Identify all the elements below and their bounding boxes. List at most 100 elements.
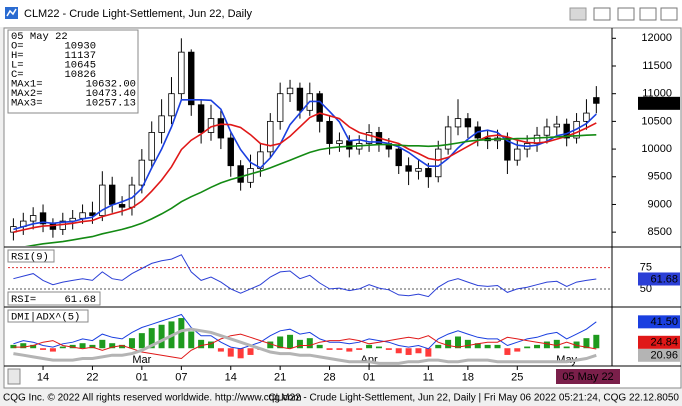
window-title: CLM22 - Crude Light-Settlement, Jun 22, … bbox=[24, 8, 253, 20]
histogram-bar bbox=[415, 348, 422, 354]
series-line bbox=[13, 313, 597, 350]
link-button[interactable] bbox=[569, 7, 587, 21]
histogram-bar bbox=[89, 344, 96, 349]
last-dmi-label-box bbox=[638, 335, 680, 349]
candle-body bbox=[188, 51, 195, 106]
histogram-bar bbox=[573, 341, 580, 349]
x-tick-label: 25 bbox=[511, 371, 523, 383]
y-tick-label: 12000 bbox=[641, 32, 672, 44]
panel-title-box bbox=[7, 309, 89, 323]
histogram-bar bbox=[464, 339, 471, 349]
histogram-bar bbox=[583, 338, 590, 349]
histogram-bar bbox=[267, 341, 274, 349]
histogram-bar bbox=[79, 343, 86, 349]
x-tick-label: 14 bbox=[37, 371, 49, 383]
histogram-bar bbox=[30, 344, 37, 349]
histogram-bar bbox=[316, 344, 323, 349]
last-dmi-label: 24.84 bbox=[650, 337, 678, 349]
y-tick-label: 9500 bbox=[648, 171, 672, 183]
candle-body bbox=[247, 168, 254, 183]
histogram-bar bbox=[425, 348, 432, 357]
histogram-bar bbox=[543, 341, 550, 349]
candle-body bbox=[326, 120, 333, 144]
candle-body bbox=[563, 123, 570, 139]
last-dmi-label: 41.50 bbox=[650, 316, 678, 328]
candle-body bbox=[158, 115, 165, 133]
last-rsi-label: 61.68 bbox=[650, 273, 678, 285]
candle-body bbox=[316, 93, 323, 122]
y-tick-label: 11500 bbox=[642, 60, 672, 72]
readout-label: O= bbox=[11, 40, 24, 52]
candle-body bbox=[168, 93, 175, 117]
legend-value: 10257.13 bbox=[86, 97, 136, 109]
candle-body bbox=[425, 168, 432, 178]
candle-body bbox=[514, 148, 521, 161]
series-line bbox=[24, 134, 597, 246]
scroll-button[interactable] bbox=[7, 368, 21, 385]
last-dmi-label-box bbox=[638, 315, 680, 329]
histogram-bar bbox=[178, 318, 185, 349]
histogram-bar bbox=[208, 341, 214, 349]
candle-body bbox=[79, 212, 86, 219]
x-tick-label: 21 bbox=[274, 371, 286, 383]
candle-body bbox=[29, 215, 37, 222]
histogram-bar bbox=[553, 339, 560, 349]
last-rsi-label-box bbox=[638, 272, 680, 286]
app-icon-glyph bbox=[6, 8, 17, 17]
histogram-bar bbox=[405, 348, 412, 355]
histogram-bar bbox=[336, 348, 343, 350]
panel-title: RSI(9) bbox=[11, 251, 49, 263]
readout-label: H= bbox=[11, 50, 24, 62]
y-tick-label: 9000 bbox=[648, 198, 672, 210]
histogram-bar bbox=[237, 348, 244, 359]
histogram-bar bbox=[395, 348, 402, 354]
series-line bbox=[13, 327, 597, 365]
histogram-bar bbox=[346, 348, 353, 352]
histogram-bar bbox=[148, 328, 155, 349]
month-label: Mar bbox=[132, 354, 151, 366]
footer-right-text: CLM22 - Crude Light-Settlement, Jun 22, … bbox=[268, 393, 679, 404]
legend-label: MAx3= bbox=[11, 97, 43, 109]
candle-body bbox=[227, 137, 234, 167]
histogram-bar bbox=[158, 324, 165, 349]
minimize-button[interactable] bbox=[617, 7, 635, 21]
histogram-bar bbox=[445, 339, 452, 349]
candle-body bbox=[504, 137, 511, 161]
histogram-bar bbox=[474, 343, 481, 349]
histogram-bar bbox=[455, 336, 461, 349]
histogram-bar bbox=[128, 338, 135, 349]
x-tick-label: 07 bbox=[175, 371, 187, 383]
candle-body bbox=[109, 184, 116, 205]
maximize-button[interactable] bbox=[639, 7, 657, 21]
close-button[interactable] bbox=[660, 7, 678, 21]
histogram-bar bbox=[10, 344, 17, 349]
histogram-bar bbox=[593, 334, 600, 349]
readout-value: 10645 bbox=[64, 59, 96, 71]
rsi-readout-label: RSI= bbox=[11, 294, 36, 306]
x-tick-label: 01 bbox=[136, 371, 148, 383]
candle-body bbox=[267, 120, 274, 153]
last-price-label: 10826 bbox=[647, 98, 678, 110]
x-tick-label: 22 bbox=[86, 371, 98, 383]
histogram-bar bbox=[20, 343, 27, 349]
y-tick-label: 8500 bbox=[648, 226, 672, 238]
tool-button[interactable] bbox=[593, 7, 611, 21]
y-tick-label: 11000 bbox=[642, 88, 672, 100]
candle-body bbox=[197, 104, 205, 133]
candle-body bbox=[237, 165, 244, 183]
histogram-bar bbox=[296, 339, 303, 349]
x-tick-label: 11 bbox=[423, 371, 434, 383]
readout-box bbox=[7, 29, 139, 114]
candle-body bbox=[336, 140, 343, 144]
histogram-bar bbox=[277, 336, 284, 349]
candle-body bbox=[454, 118, 462, 128]
histogram-bar bbox=[356, 348, 363, 350]
histogram-bar bbox=[227, 348, 234, 357]
panel-title: DMI|ADX^(5) bbox=[11, 311, 80, 323]
histogram-bar bbox=[99, 339, 106, 349]
candle-body bbox=[296, 87, 304, 111]
histogram-bar bbox=[49, 348, 56, 352]
y-tick-label: 10500 bbox=[641, 115, 672, 127]
rsi-plot bbox=[8, 254, 612, 298]
